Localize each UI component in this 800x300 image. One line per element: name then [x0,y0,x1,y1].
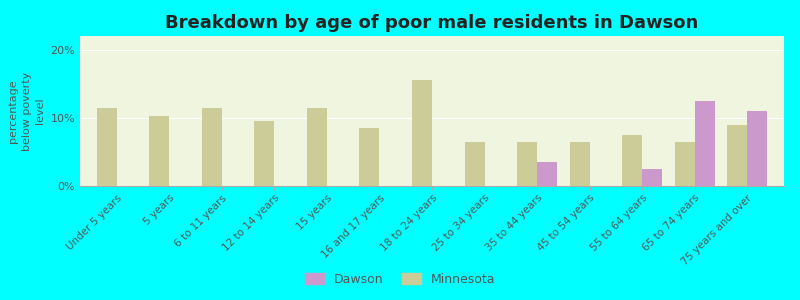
Bar [254,121,274,186]
Bar [465,142,485,186]
Bar [202,108,222,186]
Bar [674,142,694,186]
Bar [694,101,714,186]
Title: Breakdown by age of poor male residents in Dawson: Breakdown by age of poor male residents … [166,14,698,32]
Bar [727,124,747,186]
Bar [517,142,537,186]
Legend: Dawson, Minnesota: Dawson, Minnesota [300,268,500,291]
Bar [412,80,432,186]
Bar [570,142,590,186]
Bar [307,108,327,186]
Y-axis label: percentage
below poverty
level: percentage below poverty level [9,71,45,151]
Bar [642,169,662,186]
Bar [97,108,117,186]
Bar [622,135,642,186]
Bar [150,116,170,186]
Bar [537,162,557,186]
Bar [747,111,767,186]
Bar [359,128,379,186]
